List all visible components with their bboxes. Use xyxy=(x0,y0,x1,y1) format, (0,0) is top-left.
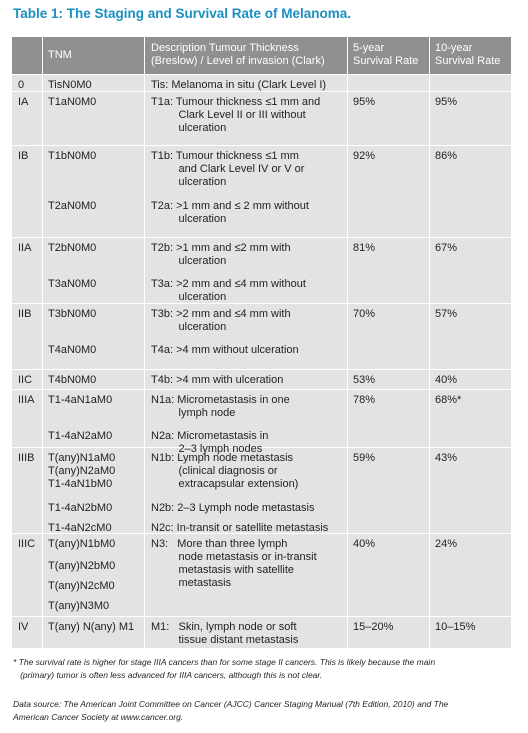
ten-year-rate: 68%* xyxy=(435,394,462,406)
description-cell: T2a: >1 mm and ≤ 2 mm without ulceration xyxy=(151,200,309,225)
five-year-rate: 92% xyxy=(353,150,376,162)
row-divider xyxy=(12,74,511,75)
description-cell: N3: More than three lymph node metastasi… xyxy=(151,538,317,589)
five-year-rate: 95% xyxy=(353,96,376,108)
five-year-rate: 40% xyxy=(353,538,376,550)
stage-cell: 0 xyxy=(18,79,25,91)
row-divider xyxy=(12,616,511,617)
five-year-rate: 59% xyxy=(353,452,376,464)
column-divider xyxy=(42,37,43,648)
header-10-year: 10-year Survival Rate xyxy=(435,42,501,67)
row-divider xyxy=(12,369,511,370)
description-cell: T1a: Tumour thickness ≤1 mm and Clark Le… xyxy=(151,96,321,134)
description-cell: N2a: Micrometastasis in 2–3 lymph nodes xyxy=(151,430,269,455)
footnote: * The survival rate is higher for stage … xyxy=(13,657,436,680)
ten-year-rate: 40% xyxy=(435,374,458,386)
stage-cell: IV xyxy=(18,621,29,633)
column-divider xyxy=(347,37,348,648)
tnm-cell: T(any)N1bM0 xyxy=(48,538,116,550)
staging-table: TNM Description Tumour Thickness (Breslo… xyxy=(12,37,511,648)
ten-year-rate: 43% xyxy=(435,452,458,464)
stage-cell: IIA xyxy=(18,242,32,254)
description-cell: T3b: >2 mm and ≤4 mm with ulceration xyxy=(151,308,291,333)
tnm-cell: T4aN0M0 xyxy=(48,344,97,356)
header-5-year: 5-year Survival Rate xyxy=(353,42,419,67)
tnm-cell: T3aN0M0 xyxy=(48,278,97,290)
stage-cell: IIIC xyxy=(18,538,36,550)
row-divider xyxy=(12,533,511,534)
five-year-rate: 70% xyxy=(353,308,376,320)
stage-cell: IA xyxy=(18,96,29,108)
row-divider xyxy=(12,389,511,390)
description-cell: T4a: >4 mm without ulceration xyxy=(151,344,299,356)
tnm-cell: T(any) N(any) M1 xyxy=(48,621,135,633)
ten-year-rate: 86% xyxy=(435,150,458,162)
header-tnm: TNM xyxy=(48,49,72,61)
ten-year-rate: 10–15% xyxy=(435,621,476,633)
tnm-cell: T3bN0M0 xyxy=(48,308,97,320)
five-year-rate: 53% xyxy=(353,374,376,386)
header-description: Description Tumour Thickness (Breslow) /… xyxy=(151,42,325,67)
ten-year-rate: 24% xyxy=(435,538,458,550)
ten-year-rate: 95% xyxy=(435,96,458,108)
row-divider xyxy=(12,303,511,304)
tnm-cell: T1-4aN2cM0 xyxy=(48,522,112,534)
table-title: Table 1: The Staging and Survival Rate o… xyxy=(13,6,352,21)
description-cell: N1b: Lymph node metastasis (clinical dia… xyxy=(151,452,299,490)
table-header: TNM Description Tumour Thickness (Breslo… xyxy=(12,37,511,74)
tnm-cell: T1-4aN2bM0 xyxy=(48,502,113,514)
row-divider xyxy=(12,447,511,448)
stage-cell: IB xyxy=(18,150,29,162)
tnm-cell: T1-4aN1aM0 xyxy=(48,394,113,406)
five-year-rate: 15–20% xyxy=(353,621,394,633)
tnm-cell: T(any)N1aM0 T(any)N2aM0 T1-4aN1bM0 xyxy=(48,452,116,490)
stage-cell: IIC xyxy=(18,374,33,386)
description-cell: T1b: Tumour thickness ≤1 mm and Clark Le… xyxy=(151,150,305,188)
row-divider xyxy=(12,91,511,92)
description-cell: T4b: >4 mm with ulceration xyxy=(151,374,284,386)
tnm-cell: T2aN0M0 xyxy=(48,200,97,212)
description-cell: N2c: In-transit or satellite metastasis xyxy=(151,522,329,534)
tnm-cell: T4bN0M0 xyxy=(48,374,97,386)
data-source: Data source: The American Joint Committe… xyxy=(13,699,449,722)
description-cell: M1: Skin, lymph node or soft tissue dist… xyxy=(151,621,299,646)
five-year-rate: 78% xyxy=(353,394,376,406)
stage-cell: IIIA xyxy=(18,394,35,406)
ten-year-rate: 67% xyxy=(435,242,458,254)
tnm-cell: T(any)N2cM0 xyxy=(48,580,115,592)
row-divider xyxy=(12,237,511,238)
row-divider xyxy=(12,145,511,146)
tnm-cell: T1aN0M0 xyxy=(48,96,97,108)
description-cell: N2b: 2–3 Lymph node metastasis xyxy=(151,502,315,514)
tnm-cell: TisN0M0 xyxy=(48,79,92,91)
stage-cell: IIB xyxy=(18,308,32,320)
description-cell: T2b: >1 mm and ≤2 mm with ulceration xyxy=(151,242,291,267)
tnm-cell: T1-4aN2aM0 xyxy=(48,430,113,442)
tnm-cell: T1bN0M0 xyxy=(48,150,97,162)
five-year-rate: 81% xyxy=(353,242,376,254)
description-cell: N1a: Micrometastasis in one lymph node xyxy=(151,394,290,419)
stage-cell: IIIB xyxy=(18,452,35,464)
tnm-cell: T(any)N2bM0 xyxy=(48,560,116,572)
tnm-cell: T(any)N3M0 xyxy=(48,600,110,612)
ten-year-rate: 57% xyxy=(435,308,458,320)
tnm-cell: T2bN0M0 xyxy=(48,242,97,254)
description-cell: Tis: Melanoma in situ (Clark Level I) xyxy=(151,79,327,91)
column-divider xyxy=(429,37,430,648)
column-divider xyxy=(144,37,145,648)
description-cell: T3a: >2 mm and ≤4 mm without ulceration xyxy=(151,278,306,303)
